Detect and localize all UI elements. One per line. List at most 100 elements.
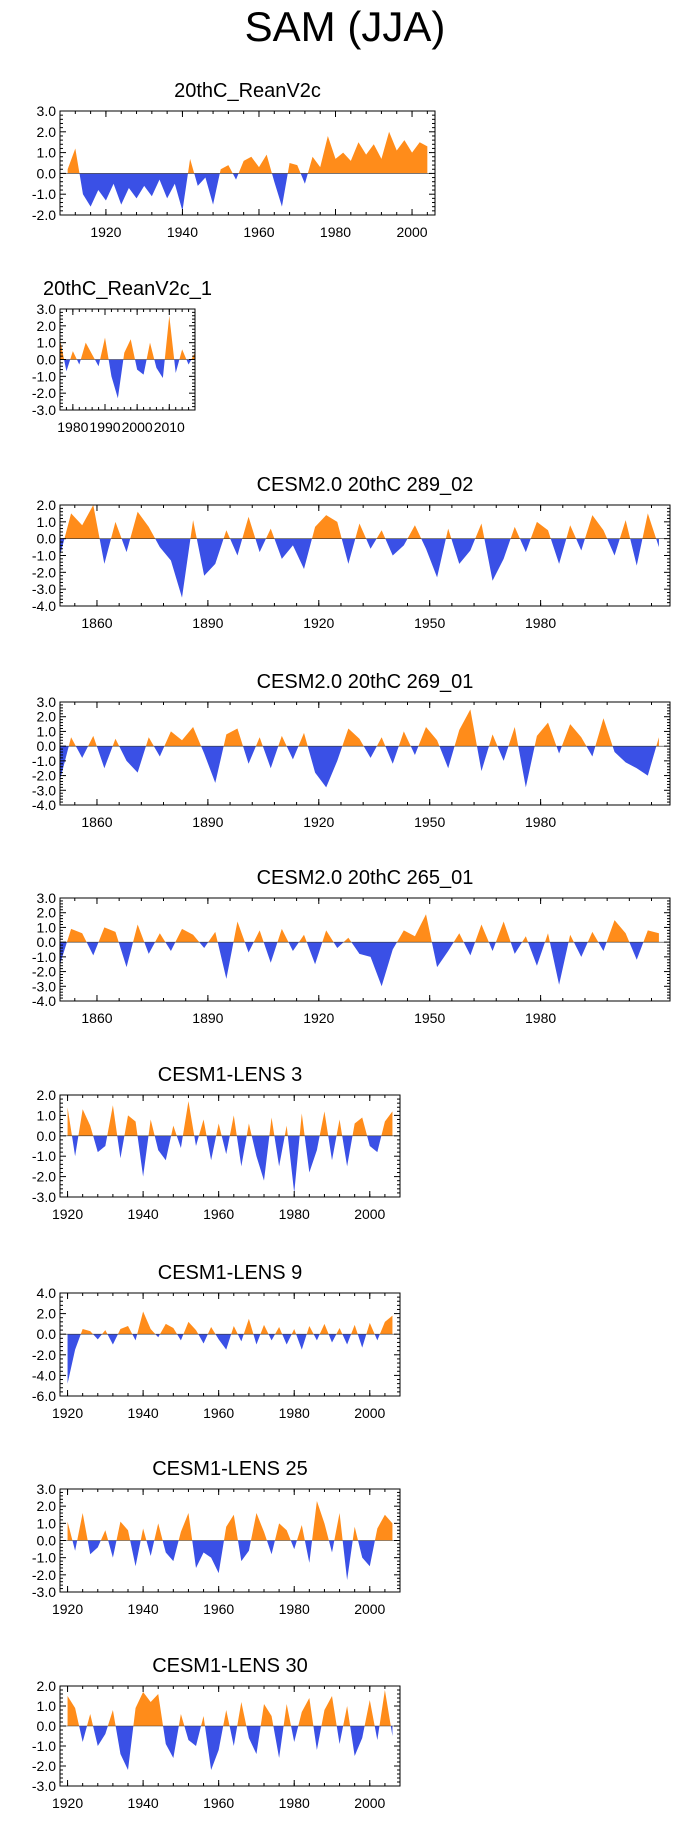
- y-tick-label: -1.0: [32, 1148, 56, 1164]
- y-tick-label: 3.0: [37, 1481, 57, 1497]
- y-tick-label: -2.0: [32, 564, 56, 580]
- y-tick-label: -2.0: [32, 207, 56, 223]
- plot-frame: [59, 897, 671, 1002]
- positive-area: [68, 709, 659, 747]
- y-tick-label: 2.0: [37, 1306, 57, 1322]
- y-tick-label: -2.0: [32, 1169, 56, 1185]
- x-tick-label: 1920: [52, 1206, 83, 1222]
- plot-frame: [59, 1094, 401, 1198]
- y-tick-label: -3.0: [32, 1189, 56, 1205]
- y-tick-label: -2.0: [32, 1567, 56, 1583]
- x-tick-label: 1920: [90, 224, 121, 240]
- y-tick-label: -1.0: [32, 1738, 56, 1754]
- y-tick-label: -3.0: [32, 581, 56, 597]
- y-tick-label: 1.0: [37, 1698, 57, 1714]
- chart-panel-2: 20thC_ReanV2c_13.02.01.00.0-1.0-2.0-3.01…: [32, 278, 212, 435]
- negative-area: [60, 538, 659, 598]
- x-tick-label: 1980: [279, 1206, 310, 1222]
- negative-area: [60, 359, 195, 399]
- y-tick-label: 1.0: [37, 919, 57, 935]
- y-tick-label: -1.0: [32, 186, 56, 202]
- x-tick-label: 2000: [396, 224, 427, 240]
- chart-title: CESM1-LENS 9: [158, 1262, 303, 1284]
- y-tick-label: -1.0: [32, 1550, 56, 1566]
- x-tick-label: 1920: [52, 1405, 83, 1421]
- y-tick-label: -4.0: [32, 1367, 56, 1383]
- negative-area: [67, 1334, 393, 1384]
- x-tick-label: 2000: [354, 1601, 385, 1617]
- chart-title: CESM2.0 20thC 269_01: [257, 671, 474, 693]
- y-tick-label: -2.0: [32, 1758, 56, 1774]
- negative-area: [67, 1540, 393, 1580]
- y-tick-label: 2.0: [37, 1087, 57, 1103]
- x-tick-label: 1920: [303, 1010, 334, 1026]
- x-tick-label: 1960: [203, 1601, 234, 1617]
- chart-panel-8: CESM1-LENS 25 3.02.01.0 0.0-1.0-2.0-3.0192…: [32, 1458, 401, 1617]
- y-tick-label: 0.0: [37, 1718, 57, 1734]
- negative-area: [67, 173, 428, 211]
- chart-title: 20thC_ReanV2c: [174, 80, 321, 102]
- x-tick-label: 1960: [203, 1795, 234, 1811]
- y-tick-label: -1.0: [32, 548, 56, 564]
- x-tick-label: 1920: [303, 615, 334, 631]
- y-tick-label: -1.0: [32, 368, 56, 384]
- chart-panel-1: 20thC_ReanV2c 3.0 2.0 1.0 0.0 -1.0 -2.0 1920 194…: [32, 80, 436, 240]
- y-tick-label: 0.0: [37, 1326, 57, 1342]
- y-tick-label: 0.0: [37, 738, 57, 754]
- chart-title: CESM2.0 20thC 265_01: [257, 867, 474, 889]
- x-tick-label: 1940: [128, 1405, 159, 1421]
- positive-area: [67, 131, 428, 174]
- y-tick-label: 3.0: [37, 694, 57, 710]
- y-tick-label: 2.0: [37, 1678, 57, 1694]
- x-tick-label: 1860: [81, 1010, 112, 1026]
- y-tick-label: 0.0: [37, 934, 57, 950]
- y-tick-label: -4.0: [32, 797, 56, 813]
- chart-panel-3: CESM2.0 20thC 289_02 2.01.00.0-1.0-2.0-3.…: [32, 474, 671, 631]
- x-tick-label: 1920: [52, 1795, 83, 1811]
- y-tick-label: -6.0: [32, 1388, 56, 1404]
- x-tick-label: 1890: [192, 814, 223, 830]
- plot-frame: [59, 504, 671, 607]
- x-tick-label: 2000: [354, 1206, 385, 1222]
- positive-area: [67, 1501, 393, 1541]
- x-tick-label: 1980: [279, 1405, 310, 1421]
- x-tick-label: 1890: [192, 615, 223, 631]
- positive-area: [67, 1311, 393, 1335]
- x-tick-label: 1980: [57, 419, 88, 435]
- x-tick-label: 1980: [525, 814, 556, 830]
- y-tick-label: 0.0: [37, 352, 57, 368]
- x-tick-label: 1990: [89, 419, 120, 435]
- y-tick-label: 1.0: [37, 514, 57, 530]
- chart-title: CESM2.0 20thC 289_02: [257, 474, 474, 496]
- x-tick-label: 1920: [303, 814, 334, 830]
- y-tick-label: 1.0: [37, 145, 57, 161]
- plot-frame: [59, 701, 671, 806]
- y-tick-label: 1.0: [37, 1107, 57, 1123]
- chart-title: CESM1-LENS 25: [152, 1458, 308, 1480]
- x-tick-label: 1950: [414, 814, 445, 830]
- negative-area: [60, 942, 659, 987]
- positive-area: [64, 505, 657, 539]
- y-tick-label: -2.0: [32, 385, 56, 401]
- x-tick-label: 1940: [167, 224, 198, 240]
- y-tick-label: 0.0: [37, 165, 57, 181]
- y-tick-label: -3.0: [32, 1778, 56, 1794]
- y-tick-label: -3.0: [32, 402, 56, 418]
- chart-title: 20thC_ReanV2c_1: [43, 278, 212, 300]
- plot-frame: [59, 1685, 401, 1787]
- y-tick-label: 0.0: [37, 1128, 57, 1144]
- x-tick-label: 1960: [203, 1206, 234, 1222]
- positive-area: [66, 914, 659, 943]
- y-tick-label: -2.0: [32, 1347, 56, 1363]
- x-tick-label: 1950: [414, 1010, 445, 1026]
- y-tick-label: 1.0: [37, 1515, 57, 1531]
- x-tick-label: 2010: [154, 419, 185, 435]
- y-tick-label: 1.0: [37, 335, 57, 351]
- y-tick-label: 3.0: [37, 103, 57, 119]
- x-tick-label: 1980: [320, 224, 351, 240]
- y-tick-label: 2.0: [37, 497, 57, 513]
- x-tick-label: 1940: [128, 1795, 159, 1811]
